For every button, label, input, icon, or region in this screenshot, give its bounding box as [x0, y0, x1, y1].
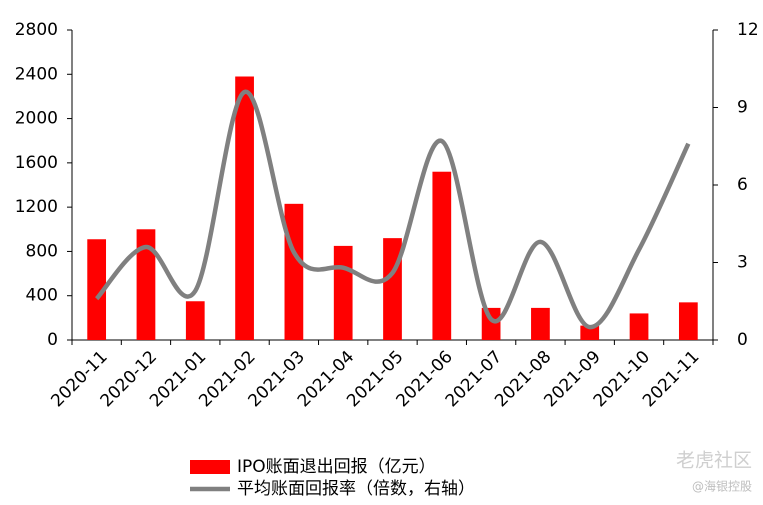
- bar: [481, 307, 501, 340]
- bar: [284, 203, 304, 340]
- legend-label: 平均账面回报率（倍数，右轴）: [237, 479, 475, 499]
- watermark-handle: @海银控股: [692, 479, 752, 494]
- bar: [629, 313, 649, 340]
- legend-label: IPO账面退出回报（亿元）: [237, 457, 436, 477]
- y-tick-label: 2000: [15, 109, 58, 129]
- y-tick-label: 2400: [15, 64, 58, 84]
- bar: [185, 301, 205, 340]
- bar: [531, 307, 550, 340]
- bar: [333, 245, 353, 340]
- bar: [580, 325, 600, 340]
- y-tick-label: 0: [47, 330, 58, 350]
- y2-tick-label: 12: [737, 20, 759, 40]
- watermark-brand: 老虎社区: [676, 450, 752, 472]
- bar: [136, 229, 156, 340]
- y-tick-label: 1600: [15, 153, 58, 173]
- y2-tick-label: 0: [737, 330, 748, 350]
- y-tick-label: 2800: [15, 20, 58, 40]
- bar: [678, 302, 698, 340]
- bar: [235, 76, 254, 340]
- y2-tick-label: 3: [737, 253, 748, 273]
- y2-tick-label: 6: [737, 175, 748, 195]
- legend-swatch: [190, 460, 230, 474]
- y-tick-label: 800: [26, 241, 58, 261]
- y-tick-label: 400: [26, 286, 58, 306]
- line: [94, 89, 691, 330]
- bar: [432, 171, 452, 340]
- y2-tick-label: 9: [737, 98, 748, 118]
- bar: [87, 239, 107, 340]
- y-tick-label: 1200: [15, 197, 58, 217]
